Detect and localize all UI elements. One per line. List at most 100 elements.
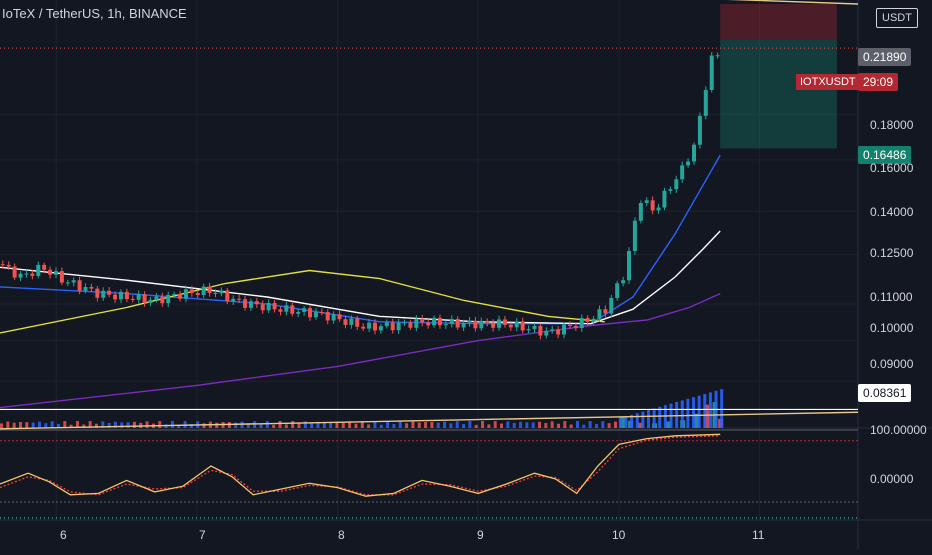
candle-body — [378, 326, 383, 331]
volume-bar — [259, 424, 263, 428]
candle-body — [337, 314, 342, 320]
volume-bar — [341, 422, 345, 428]
volume-bar — [284, 424, 288, 428]
candle-body — [396, 322, 401, 331]
candle-body — [107, 290, 112, 295]
volume-bar — [291, 421, 295, 428]
volume-bar — [145, 421, 149, 428]
candle-body — [479, 320, 484, 329]
candle-body — [562, 324, 567, 335]
candle-body — [627, 251, 632, 281]
candle-body — [680, 165, 685, 180]
candle-body — [461, 322, 466, 328]
candle-body — [632, 220, 637, 252]
volume-bar — [686, 398, 690, 428]
volume-bar — [493, 421, 497, 428]
volume-bar — [69, 424, 73, 428]
candle-body — [166, 294, 171, 304]
volume-bar — [613, 421, 617, 428]
candle-body — [532, 325, 537, 330]
volume-bar — [303, 421, 307, 428]
volume-bar — [647, 410, 651, 428]
y-tick-label: 0.18000 — [870, 118, 914, 132]
candle-body — [136, 294, 141, 300]
volume-bar — [658, 406, 662, 428]
stoch-y-tick-label: 0.00000 — [870, 472, 914, 486]
candle-body — [319, 312, 324, 314]
candle-body — [189, 289, 194, 294]
volume-bar — [329, 422, 333, 428]
candle-body — [243, 299, 248, 308]
volume-bar — [607, 423, 611, 428]
candle-body — [254, 301, 259, 305]
candle-body — [296, 311, 301, 314]
candle-body — [160, 296, 165, 304]
volume-bar — [170, 421, 174, 428]
candle-body — [83, 287, 88, 291]
candle-body — [556, 329, 561, 335]
candle-body — [597, 309, 602, 319]
candle-body — [644, 200, 649, 203]
volume-bar — [519, 421, 523, 428]
candle-body — [124, 291, 129, 300]
price-tag-green: 0.16486 — [858, 146, 912, 164]
moving-average-line — [0, 292, 721, 409]
candle-body — [172, 294, 177, 296]
candle-body — [266, 302, 271, 311]
candle-body — [538, 325, 543, 336]
volume-bar — [405, 423, 409, 428]
candle-body — [372, 322, 377, 331]
candle-body — [609, 297, 614, 314]
unit-button[interactable]: USDT — [876, 8, 918, 28]
candle-body — [390, 322, 395, 331]
trendline — [0, 411, 859, 430]
volume-bar — [641, 411, 645, 428]
x-tick-label: 7 — [199, 528, 206, 542]
candle-body — [697, 115, 702, 145]
candle-body — [550, 329, 555, 331]
volume-bar — [265, 421, 269, 428]
volume-bar — [50, 421, 54, 428]
candle-body — [225, 290, 230, 302]
volume-bar — [680, 400, 684, 428]
x-tick-label: 11 — [752, 528, 765, 542]
volume-bar — [82, 424, 86, 428]
volume-bar — [386, 421, 390, 428]
volume-bar — [449, 423, 453, 428]
volume-bar — [652, 408, 656, 428]
candle-body — [237, 298, 242, 300]
volume-bar — [183, 421, 187, 428]
price-tag-grey: 0.21890 — [858, 48, 912, 66]
candle-body — [313, 312, 318, 318]
volume-bar — [630, 414, 634, 428]
volume-bar — [563, 421, 567, 428]
stop-zone — [720, 4, 837, 40]
candle-body — [272, 302, 277, 310]
candle-body — [24, 273, 29, 275]
candle-body — [691, 144, 696, 162]
y-tick-label: 0.11000 — [870, 290, 913, 304]
volume-bar — [468, 421, 472, 428]
candle-body — [650, 200, 655, 211]
y-tick-label: 0.09000 — [870, 357, 914, 371]
y-tick-label: 0.16000 — [870, 161, 914, 175]
candle-body — [485, 320, 490, 323]
candle-body — [48, 269, 53, 275]
volume-bar — [500, 423, 504, 428]
volume-bar — [582, 424, 586, 428]
candle-body — [585, 318, 590, 322]
volume-bar — [424, 422, 428, 428]
volume-bar — [113, 421, 117, 428]
candle-body — [71, 280, 76, 283]
candle-body — [367, 322, 372, 329]
volume-bar — [101, 421, 105, 428]
volume-bar — [189, 424, 193, 428]
volume-bar — [202, 423, 206, 428]
candle-body — [426, 322, 431, 326]
candle-body — [95, 288, 100, 298]
volume-bar — [443, 421, 447, 428]
volume-bar — [618, 418, 622, 428]
candle-body — [621, 280, 626, 284]
